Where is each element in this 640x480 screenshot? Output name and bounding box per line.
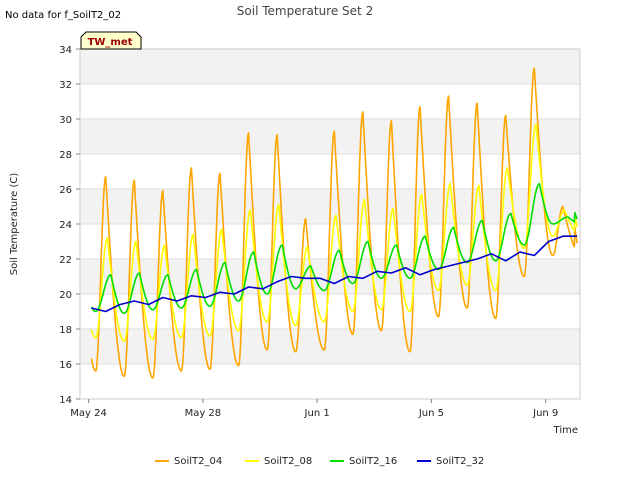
- x-tick-label: Jun 5: [418, 408, 444, 419]
- y-tick-label: 20: [59, 290, 72, 301]
- x-tick-label: May 28: [185, 408, 222, 419]
- y-tick-label: 16: [59, 360, 72, 371]
- y-tick-label: 28: [59, 150, 72, 161]
- y-tick-label: 30: [59, 115, 72, 126]
- legend-label: SoilT2_04: [174, 456, 222, 467]
- legend-label: SoilT2_32: [436, 456, 484, 467]
- series-line-soilt2-04: [90, 67, 578, 379]
- y-tick-label: 14: [59, 395, 72, 406]
- x-tick-label: Jun 1: [304, 408, 330, 419]
- x-axis-title: Time: [553, 425, 578, 436]
- y-axis-title: Soil Temperature (C): [9, 173, 20, 276]
- grid-band: [80, 49, 580, 84]
- no-data-note: No data for f_SoilT2_02: [5, 10, 121, 21]
- legend: SoilT2_04 SoilT2_08 SoilT2_16 SoilT2_32: [155, 456, 484, 467]
- legend-label: SoilT2_16: [349, 456, 397, 467]
- y-axis: 14 16 18 20 22 24 26 28 30 32 34: [59, 45, 80, 406]
- series-line-soilt2-32: [91, 235, 578, 313]
- legend-label: SoilT2_08: [264, 456, 312, 467]
- grid-band: [80, 119, 580, 154]
- badge-box: [80, 31, 142, 50]
- x-axis: May 24 May 28 Jun 1 Jun 5 Jun 9: [70, 399, 558, 419]
- chart-title: Soil Temperature Set 2: [237, 4, 373, 18]
- x-tick-label: Jun 9: [532, 408, 558, 419]
- y-tick-label: 22: [59, 255, 72, 266]
- series-lines: [90, 67, 578, 379]
- y-tick-label: 18: [59, 325, 72, 336]
- y-tick-label: 26: [59, 185, 72, 196]
- badge-label: TW_met: [88, 37, 133, 48]
- grid-band: [80, 329, 580, 364]
- y-tick-label: 24: [59, 220, 72, 231]
- station-badge: TW_met: [80, 31, 142, 50]
- y-tick-label: 32: [59, 80, 72, 91]
- series-line-soilt2-16: [90, 182, 578, 314]
- y-tick-label: 34: [59, 45, 72, 56]
- series-line-soilt2-08: [90, 123, 578, 342]
- x-tick-label: May 24: [70, 408, 107, 419]
